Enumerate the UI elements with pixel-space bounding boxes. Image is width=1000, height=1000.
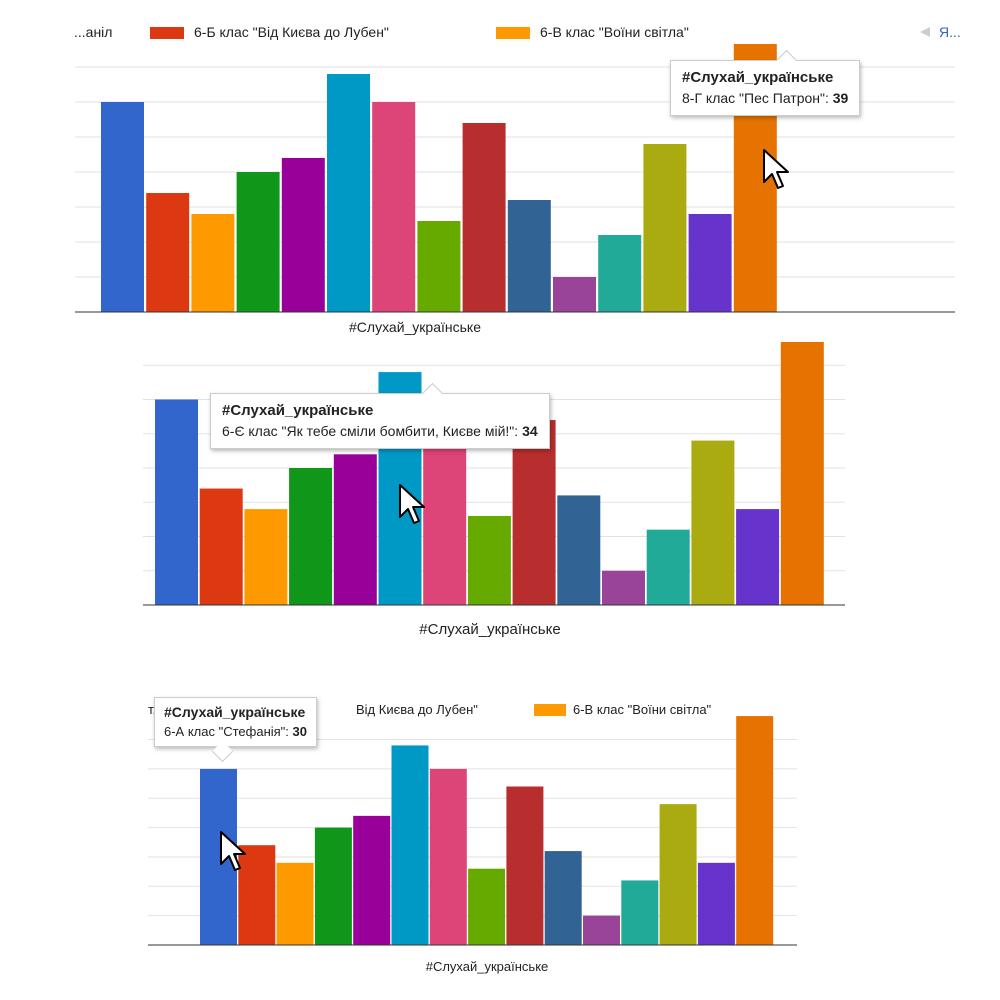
tooltip-title: #Слухай_українське bbox=[164, 704, 306, 720]
bar[interactable] bbox=[646, 529, 690, 605]
bar[interactable] bbox=[507, 200, 551, 312]
bar[interactable] bbox=[101, 102, 144, 312]
bar[interactable] bbox=[244, 509, 288, 605]
tooltip: #Слухай_українське 6-А клас "Стефанія": … bbox=[154, 697, 317, 763]
legend-label[interactable]: 6-В клас "Воїни світла" bbox=[540, 24, 689, 40]
bar[interactable] bbox=[780, 342, 824, 605]
bar[interactable] bbox=[281, 158, 325, 312]
bar[interactable] bbox=[583, 915, 620, 945]
legend-swatch bbox=[534, 704, 566, 716]
bar[interactable] bbox=[736, 509, 780, 605]
chart-2: #Слухай_українське bbox=[143, 342, 845, 638]
bar[interactable] bbox=[391, 745, 429, 945]
tooltip-value: 34 bbox=[522, 423, 538, 439]
bar[interactable] bbox=[553, 277, 596, 312]
x-axis-label: #Слухай_українське bbox=[349, 319, 481, 335]
bar[interactable] bbox=[468, 868, 506, 945]
bars bbox=[155, 342, 824, 605]
bar[interactable] bbox=[372, 102, 416, 312]
chart-3: т... Від Києва до Лубен" 6-В клас "Воїни… bbox=[148, 702, 797, 974]
tooltip-body: 6-Є клас "Як тебе сміли бомбити, Києве м… bbox=[222, 421, 538, 442]
tooltip-value: 39 bbox=[832, 90, 849, 106]
bar[interactable] bbox=[691, 440, 735, 605]
bar[interactable] bbox=[333, 454, 377, 605]
x-axis-label: #Слухай_українське bbox=[419, 621, 560, 638]
mouse-pointer-icon bbox=[399, 484, 425, 524]
bar[interactable] bbox=[327, 74, 370, 312]
bar[interactable] bbox=[353, 815, 391, 945]
tooltip-body: 6-А клас "Стефанія": 30 bbox=[164, 722, 307, 741]
bar[interactable] bbox=[544, 851, 582, 945]
tooltip-title: #Слухай_українське bbox=[222, 402, 374, 419]
bar[interactable] bbox=[643, 144, 687, 312]
bar[interactable] bbox=[314, 827, 352, 945]
tooltip: #Слухай_українське 8-Г клас "Пес Патрон"… bbox=[670, 49, 861, 116]
bar[interactable] bbox=[621, 880, 659, 945]
legend-swatch bbox=[496, 27, 530, 39]
legend-label[interactable]: Від Києва до Лубен" bbox=[356, 702, 478, 717]
bar[interactable] bbox=[462, 123, 506, 312]
bar[interactable] bbox=[659, 804, 697, 945]
tooltip-value: 30 bbox=[292, 724, 307, 739]
tooltip: #Слухай_українське 6-Є клас "Як тебе смі… bbox=[210, 382, 550, 449]
bar[interactable] bbox=[155, 399, 198, 606]
legend-label[interactable]: 6-Б клас "Від Києва до Лубен" bbox=[194, 24, 389, 40]
legend: ...аніл 6-Б клас "Від Києва до Лубен" 6-… bbox=[74, 24, 961, 40]
bar[interactable] bbox=[429, 768, 467, 945]
legend-prev-arrow-icon[interactable] bbox=[920, 27, 930, 37]
bar[interactable] bbox=[598, 235, 642, 312]
bar[interactable] bbox=[146, 193, 190, 312]
mouse-pointer-icon bbox=[763, 149, 789, 189]
bar[interactable] bbox=[289, 468, 333, 605]
bar[interactable] bbox=[199, 488, 243, 605]
bar[interactable] bbox=[236, 172, 280, 312]
tooltip-title: #Слухай_українське bbox=[682, 69, 834, 86]
bar[interactable] bbox=[417, 221, 461, 312]
bar[interactable] bbox=[238, 845, 276, 945]
x-axis-label: #Слухай_українське bbox=[426, 959, 549, 974]
bar[interactable] bbox=[191, 214, 235, 312]
tooltip-label: 6-А клас "Стефанія": bbox=[164, 724, 289, 739]
legend-label[interactable]: ...аніл bbox=[74, 24, 112, 40]
bar[interactable] bbox=[688, 214, 732, 312]
bar[interactable] bbox=[467, 515, 511, 605]
legend-swatch bbox=[150, 27, 184, 39]
legend-label[interactable]: 6-В клас "Воїни світла" bbox=[573, 702, 712, 717]
bars bbox=[200, 716, 774, 945]
bar[interactable] bbox=[602, 570, 645, 605]
bar[interactable] bbox=[557, 495, 601, 605]
bar[interactable] bbox=[512, 420, 556, 605]
tooltip-label: 6-Є клас "Як тебе сміли бомбити, Києве м… bbox=[222, 423, 519, 439]
bar[interactable] bbox=[506, 786, 544, 945]
bar[interactable] bbox=[697, 862, 735, 945]
legend-label[interactable]: Я... bbox=[939, 24, 961, 40]
bar[interactable] bbox=[736, 716, 774, 945]
tooltip-body: 8-Г клас "Пес Патрон": 39 bbox=[682, 88, 848, 109]
mouse-pointer-icon bbox=[220, 831, 246, 871]
tooltip-label: 8-Г клас "Пес Патрон": bbox=[682, 90, 829, 106]
bar[interactable] bbox=[276, 862, 314, 945]
